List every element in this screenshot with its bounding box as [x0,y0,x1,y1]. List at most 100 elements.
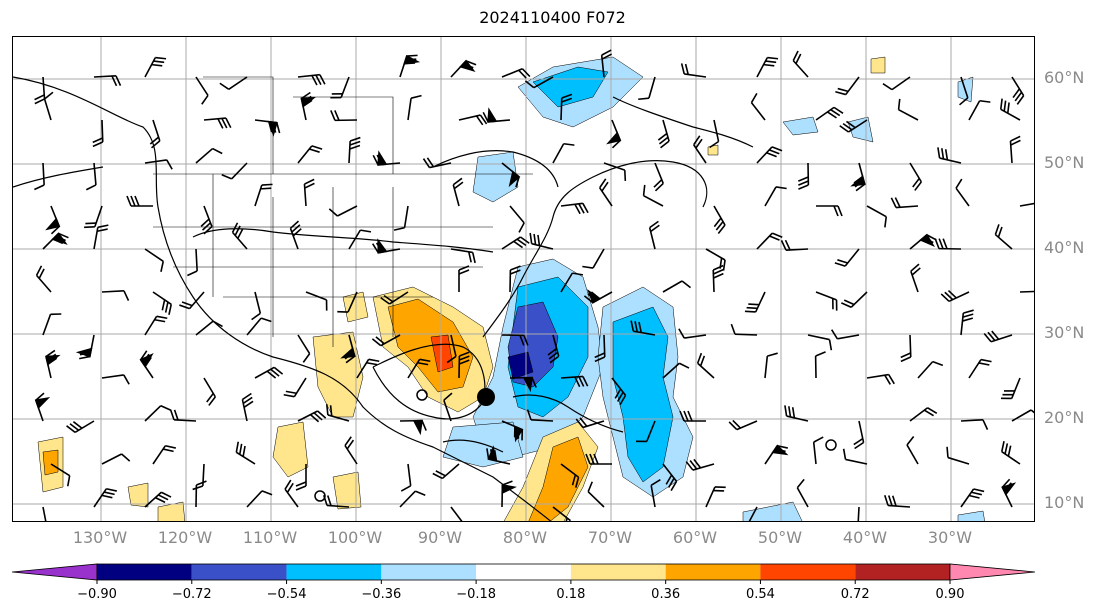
wind-barb [685,458,715,471]
wind-flag [340,347,356,359]
colorbar-segment [97,564,192,580]
wind-barb [330,76,350,99]
colorbar-tick-label: 0.72 [840,587,870,602]
state-border [203,76,274,174]
wind-barb [34,392,51,422]
wind-barb [93,75,122,87]
wind-barb [1019,290,1034,293]
wind-barb [653,162,664,192]
wind-barb [400,463,412,492]
wind-barb [648,220,660,250]
wind-barb [195,147,223,164]
wind-barb [999,98,1021,121]
colorbar-tick-label: 0.54 [745,587,775,602]
wind-barb [994,224,1013,250]
wind-barb [407,94,422,121]
wind-flag [34,396,51,410]
wind-barb [524,76,554,89]
contour-yellow [870,56,886,74]
wind-barb [501,236,530,250]
contour-yellow [332,471,362,510]
contour-orange [528,436,589,521]
wind-flag [377,150,388,166]
colorbar-extend-high [949,563,1036,581]
wind-barb [693,135,707,164]
wind-barb [144,159,173,170]
wind-barb [92,119,104,148]
contour-medium-blue [612,306,674,483]
colorbar-tick-label: −0.18 [456,587,497,602]
wind-barb [348,229,372,250]
colorbar-tick-label: −0.36 [361,587,402,602]
map-canvas [13,37,1034,521]
wind-barb [940,289,970,303]
wind-barb [42,506,48,521]
wind-barb [443,392,453,422]
wind-barb [560,463,580,488]
wind-barb [35,265,52,293]
colorbar-segment [855,564,950,580]
lon-label: 110°W [242,528,298,547]
wind-barb [458,114,488,126]
lon-label: 40°W [842,528,888,547]
wind-barb [968,99,991,121]
wind-flag [501,484,517,495]
wind-barb [764,186,787,207]
wind-barb [756,56,779,78]
wind-barb [709,119,720,149]
map-panel [12,36,1035,522]
wind-barb [356,358,380,379]
wind-barb [841,291,868,309]
coastline [442,439,504,453]
lon-label: 70°W [587,528,633,547]
wind-barb [937,147,962,164]
lat-label: 40°N [1044,238,1085,257]
wind-barb [219,76,248,90]
wind-barb [897,98,919,121]
colorbar-tick-label: −0.54 [266,587,307,602]
wind-barb [192,463,205,491]
wind-barb [254,119,281,137]
map-markers [314,388,837,502]
wind-barb [764,444,789,465]
wind-barbs [34,49,1034,521]
coastline [13,166,104,188]
wind-barb [780,239,809,251]
wind-barb [458,265,470,292]
lat-label: 50°N [1044,153,1085,172]
wind-barb [560,272,584,293]
wind-barb [866,373,895,385]
wind-barb [705,486,726,508]
wind-barb [380,291,409,305]
colorbar-segment [760,564,856,580]
wind-barb [84,205,103,229]
wind-barb [50,463,71,487]
wind-barb [509,205,525,233]
wind-barb [200,205,213,235]
wind-barb [399,54,421,78]
wind-barb [1019,201,1034,207]
wind-barb [450,248,476,264]
contour-navy [507,351,534,380]
wind-flag [300,97,317,108]
wind-barb [807,334,833,351]
contour-orange [42,449,59,476]
wind-flag [771,444,789,456]
wind-barb [705,248,726,271]
wind-barb [221,162,248,180]
wind-barb [371,334,401,347]
wind-barb [842,448,868,465]
wind-barb [251,291,262,321]
wind-barb [883,494,911,508]
wind-barb [144,404,171,422]
contour-yellow [157,501,186,521]
wind-barb [959,76,969,106]
wind-barb [600,49,613,78]
wind-barb [305,291,328,311]
wind-barb [934,238,962,250]
wind-barb [910,263,921,293]
wind-barb [34,162,45,191]
lon-label: 50°W [757,528,803,547]
wind-barb [784,405,809,422]
contour-yellow [272,421,309,478]
